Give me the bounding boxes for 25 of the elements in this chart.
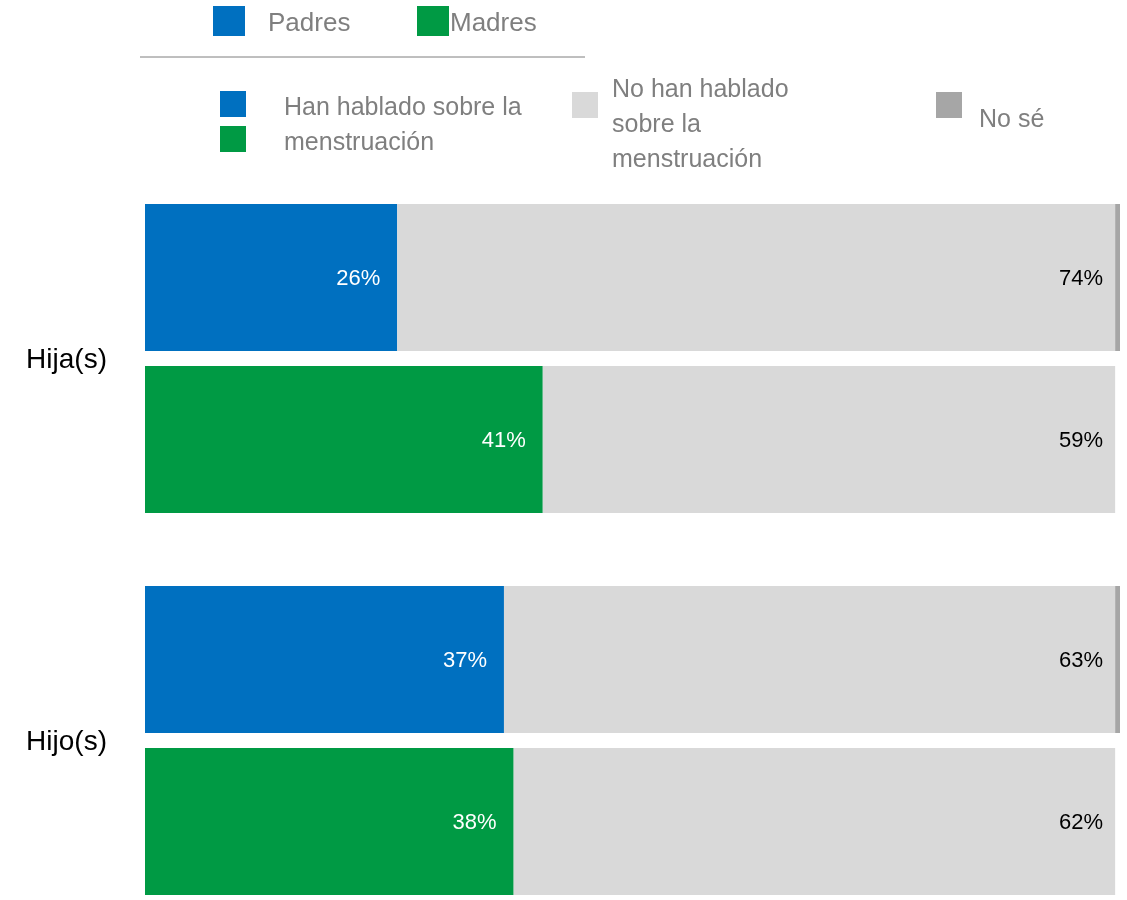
bar [513, 748, 1116, 895]
y-axis-title: Hija(s) [26, 343, 107, 374]
data-label: 26% [336, 265, 381, 290]
legend-label: Padres [268, 7, 351, 37]
bar [145, 748, 514, 895]
data-label: 59% [1058, 427, 1103, 452]
bar [397, 204, 1116, 351]
bar [145, 366, 543, 513]
legend-label: No sé [979, 104, 1045, 132]
legend-label: Madres [450, 7, 537, 37]
data-label: 63% [1058, 647, 1103, 672]
data-label: 37% [442, 647, 487, 672]
bar [145, 204, 398, 351]
bar [1115, 204, 1120, 351]
data-label: 62% [1058, 809, 1103, 834]
bar [503, 586, 1116, 733]
data-label: 41% [481, 427, 526, 452]
y-axis-title: Hijo(s) [26, 725, 107, 756]
legend-label: No han hablado sobre la menstruación [612, 74, 789, 172]
data-label: 74% [1058, 265, 1103, 290]
text: Han hablado sobre la menstruación [284, 92, 522, 155]
data-label: 38% [452, 809, 497, 834]
bar [145, 586, 504, 733]
bar [542, 366, 1116, 513]
bar [1115, 586, 1120, 733]
